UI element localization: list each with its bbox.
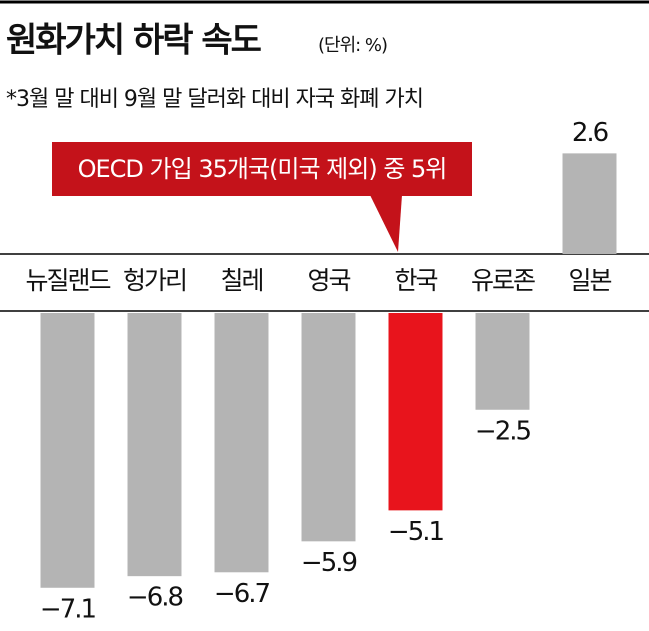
bar (214, 313, 269, 573)
bar (40, 313, 95, 588)
x-tick-label: 일본 (568, 266, 611, 295)
value-label: −5.1 (388, 517, 444, 547)
bar (301, 313, 356, 542)
x-tick-label: 유로존 (471, 266, 535, 295)
value-label: −5.9 (301, 548, 357, 578)
bar (388, 313, 443, 511)
bar (475, 313, 530, 410)
bar (562, 153, 617, 254)
unit-label: (단위: %) (318, 35, 387, 56)
bar (127, 313, 182, 577)
subtitle: *3월 말 대비 9월 말 달러화 대비 자국 화폐 가치 (6, 87, 423, 112)
annotation-text: OECD 가입 35개국(미국 제외) 중 5위 (78, 155, 447, 183)
x-tick-label: 영국 (307, 266, 350, 295)
annotation: OECD 가입 35개국(미국 제외) 중 5위 (52, 142, 472, 252)
x-tick-label: 한국 (394, 266, 437, 295)
annotation-pointer (370, 195, 402, 252)
value-label: −6.8 (127, 583, 183, 613)
value-label: −6.7 (214, 579, 270, 609)
annotation-box (52, 142, 472, 196)
value-label: −2.5 (475, 416, 531, 446)
chart-title: 원화가치 하락 속도 (6, 21, 262, 61)
x-tick-label: 뉴질랜드 (25, 266, 110, 295)
x-tick-label: 칠레 (220, 266, 262, 295)
value-label: 2.6 (572, 118, 608, 148)
x-tick-label: 헝가리 (123, 266, 186, 295)
value-label: −7.1 (40, 594, 96, 624)
